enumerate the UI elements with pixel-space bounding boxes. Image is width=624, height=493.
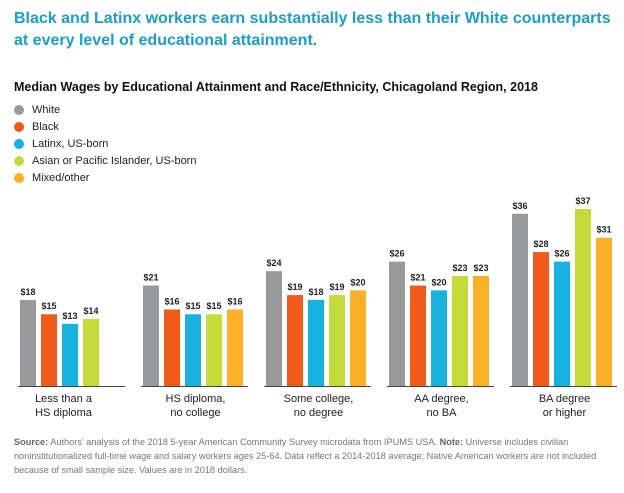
bar-series2-cat2 — [308, 299, 324, 386]
data-label-series1-cat2: $19 — [287, 282, 302, 292]
legend-label-white: White — [32, 103, 61, 116]
legend-swatch-white — [14, 104, 24, 115]
category-label-2: Some college, no degree — [283, 393, 354, 419]
data-label-series4-cat3: $23 — [473, 263, 488, 273]
data-label-series3-cat2: $19 — [329, 282, 344, 292]
data-label-series2-cat4: $26 — [554, 249, 569, 259]
data-label-series3-cat4: $37 — [575, 196, 590, 206]
category-label-4: BA degree or higher — [538, 393, 591, 419]
data-label-series2-cat0: $13 — [62, 311, 77, 321]
data-label-series0-cat0: $18 — [20, 287, 35, 297]
category-label-3: AA degree, no BA — [414, 393, 469, 419]
bar-series3-cat2 — [329, 295, 345, 386]
data-label-series2-cat3: $20 — [431, 277, 446, 287]
data-label-series4-cat2: $20 — [350, 277, 365, 287]
bar-series0-cat0 — [20, 299, 36, 386]
bar-series1-cat1 — [164, 309, 180, 386]
headline: Black and Latinx workers earn substantia… — [14, 10, 611, 49]
bar-series3-cat0 — [83, 319, 99, 386]
bar-series1-cat3 — [410, 285, 426, 386]
bar-series4-cat2 — [350, 290, 366, 386]
legend-swatch-black — [14, 121, 24, 132]
data-label-series1-cat3: $21 — [410, 273, 425, 283]
data-label-series2-cat1: $15 — [185, 301, 200, 311]
data-label-series0-cat3: $26 — [389, 249, 404, 259]
bar-series2-cat4 — [554, 261, 570, 386]
data-label-series4-cat4: $31 — [596, 225, 611, 235]
category-label-1: HS diploma, no college — [165, 393, 226, 419]
bar-series3-cat1 — [206, 314, 222, 386]
data-label-series3-cat0: $14 — [83, 306, 98, 316]
legend-swatch-mixed — [14, 172, 24, 183]
data-label-series0-cat1: $21 — [143, 273, 158, 283]
data-label-series4-cat1: $16 — [227, 296, 242, 306]
legend-item-latinx: Latinx, US-born — [14, 135, 196, 152]
bar-series2-cat3 — [431, 290, 447, 386]
bar-series0-cat4 — [512, 213, 528, 386]
note-text: Universe includes civilian noninstitutio… — [14, 437, 597, 475]
legend-label-black: Black — [32, 120, 59, 133]
legend-swatch-latinx — [14, 138, 24, 149]
source-note: Source: Authors' analysis of the 2018 5-… — [14, 435, 614, 477]
legend-item-mixed: Mixed/other — [14, 169, 196, 186]
legend-label-mixed: Mixed/other — [32, 171, 90, 184]
legend-swatch-asian — [14, 155, 24, 166]
note-label: Note: — [439, 437, 464, 447]
legend-item-asian: Asian or Pacific Islander, US-born — [14, 152, 196, 169]
data-label-series3-cat3: $23 — [452, 263, 467, 273]
source-text: Authors' analysis of the 2018 5-year Ame… — [48, 437, 440, 447]
legend: White Black Latinx, US-born Asian or Pac… — [14, 101, 196, 186]
data-label-series2-cat2: $18 — [308, 287, 323, 297]
legend-label-latinx: Latinx, US-born — [32, 137, 109, 150]
bar-series2-cat1 — [185, 314, 201, 386]
bar-series4-cat1 — [227, 309, 243, 386]
bar-series0-cat1 — [143, 285, 159, 386]
bar-series4-cat4 — [596, 237, 612, 386]
bar-series2-cat0 — [62, 323, 78, 386]
source-label: Source: — [14, 437, 49, 447]
legend-label-asian: Asian or Pacific Islander, US-born — [32, 154, 197, 167]
bar-series3-cat4 — [575, 209, 591, 386]
legend-item-white: White — [14, 101, 196, 118]
category-label-0: Less than a HS diploma — [35, 393, 92, 419]
data-label-series0-cat4: $36 — [512, 201, 527, 211]
data-label-series1-cat4: $28 — [533, 239, 548, 249]
bar-series3-cat3 — [452, 275, 468, 386]
data-label-series3-cat1: $15 — [206, 301, 221, 311]
data-label-series1-cat1: $16 — [164, 296, 179, 306]
bar-series1-cat2 — [287, 295, 303, 386]
bar-series0-cat3 — [389, 261, 405, 386]
bar-series1-cat4 — [533, 252, 549, 386]
bar-series0-cat2 — [266, 271, 282, 386]
legend-item-black: Black — [14, 118, 196, 135]
chart-title: Median Wages by Educational Attainment a… — [14, 80, 538, 94]
bar-series1-cat0 — [41, 314, 57, 386]
bar-series4-cat3 — [473, 275, 489, 386]
data-label-series1-cat0: $15 — [41, 301, 56, 311]
data-label-series0-cat2: $24 — [266, 258, 281, 268]
